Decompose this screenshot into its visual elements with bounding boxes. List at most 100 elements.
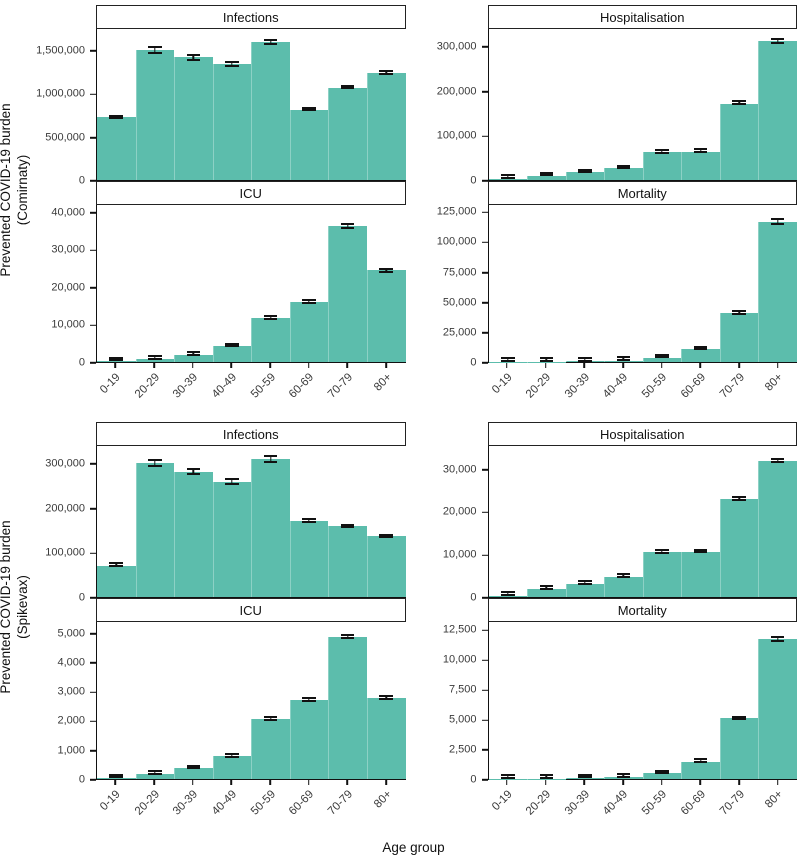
bar-60-69 bbox=[290, 110, 329, 180]
error-bar-60-69 bbox=[302, 299, 316, 304]
error-bar-40-49 bbox=[617, 356, 631, 361]
error-bar-70-79 bbox=[732, 716, 746, 721]
x-tick-mark bbox=[269, 780, 271, 785]
x-tick-label: 50-59 bbox=[641, 789, 670, 818]
bar-30-39 bbox=[566, 584, 605, 597]
facet-strip: Infections bbox=[96, 422, 406, 446]
error-bar-30-39 bbox=[578, 169, 592, 174]
error-bar-0-19 bbox=[109, 774, 123, 779]
y-tick-label: 10,000 bbox=[443, 550, 477, 561]
x-tick-label: 50-59 bbox=[249, 372, 278, 401]
bar-50-59 bbox=[643, 552, 682, 597]
x-tick-mark bbox=[622, 780, 624, 785]
y-axis-title-line1: Prevented COVID-19 burden bbox=[0, 520, 15, 693]
error-bar-30-39 bbox=[578, 774, 592, 779]
error-bar-50-59 bbox=[264, 315, 278, 320]
x-tick-label: 40-49 bbox=[602, 372, 631, 401]
x-tick-label: 70-79 bbox=[327, 372, 356, 401]
x-tick-label: 70-79 bbox=[718, 789, 747, 818]
y-tick-label: 50,000 bbox=[443, 297, 477, 308]
y-tick-label: 3,000 bbox=[57, 687, 85, 698]
x-tick-label: 80+ bbox=[764, 372, 786, 394]
x-axis-title-wrap: Age group bbox=[30, 839, 797, 855]
error-bar-0-19 bbox=[501, 357, 515, 362]
error-bar-60-69 bbox=[302, 697, 316, 702]
x-tick-label: 20-29 bbox=[525, 372, 554, 401]
error-bar-20-29 bbox=[540, 172, 554, 177]
x-tick-mark bbox=[269, 363, 271, 368]
bar-60-69 bbox=[681, 152, 720, 180]
error-bar-80+ bbox=[771, 636, 785, 642]
x-tick-mark bbox=[506, 363, 508, 368]
y-tick-label: 0 bbox=[470, 176, 476, 187]
y-tick-label: 0 bbox=[79, 176, 85, 187]
bar-70-79 bbox=[328, 88, 367, 180]
y-tick-label: 7,500 bbox=[449, 685, 477, 696]
error-bar-20-29 bbox=[148, 770, 162, 775]
error-bar-20-29 bbox=[540, 774, 554, 779]
error-bar-0-19 bbox=[109, 357, 123, 362]
y-tick-label: 0 bbox=[470, 593, 476, 604]
error-bar-60-69 bbox=[302, 107, 316, 112]
y-tick-label: 0 bbox=[79, 593, 85, 604]
facet-strip: ICU bbox=[96, 181, 406, 205]
error-bar-70-79 bbox=[341, 85, 355, 90]
facet-strip: Mortality bbox=[488, 181, 798, 205]
y-axis-title-area-comirnaty: Prevented COVID-19 burden (Comirnaty) bbox=[0, 5, 30, 415]
y-tick-label: 0 bbox=[79, 358, 85, 369]
error-bar-30-39 bbox=[187, 765, 201, 770]
bar-60-69 bbox=[290, 700, 329, 779]
y-tick-label: 100,000 bbox=[437, 131, 477, 142]
bar-80+ bbox=[758, 639, 797, 779]
x-tick-mark bbox=[661, 363, 663, 368]
x-tick-mark bbox=[738, 363, 740, 368]
x-tick-label: 50-59 bbox=[641, 372, 670, 401]
bar-30-39 bbox=[566, 172, 605, 180]
error-bar-80+ bbox=[379, 70, 393, 75]
x-tick-label: 80+ bbox=[764, 789, 786, 811]
error-bar-20-29 bbox=[148, 46, 162, 54]
y-tick-label: 1,000,000 bbox=[36, 89, 85, 100]
x-tick-mark bbox=[545, 780, 547, 785]
y-tick-label: 75,000 bbox=[443, 267, 477, 278]
error-bar-50-59 bbox=[655, 770, 669, 775]
x-axis-title-row: Age group bbox=[0, 839, 797, 855]
error-bar-0-19 bbox=[501, 174, 515, 179]
bar-40-49 bbox=[213, 64, 252, 180]
x-tick-label: 60-69 bbox=[679, 789, 708, 818]
x-tick-mark bbox=[308, 363, 310, 368]
error-bar-40-49 bbox=[225, 753, 239, 758]
x-tick-mark bbox=[192, 780, 194, 785]
spikevax-block: Prevented COVID-19 burden (Spikevax) Inf… bbox=[0, 422, 797, 832]
error-bar-0-19 bbox=[109, 562, 123, 567]
bar-80+ bbox=[367, 536, 406, 597]
plot-area bbox=[96, 205, 406, 363]
bar-50-59 bbox=[643, 152, 682, 180]
x-tick-label: 80+ bbox=[372, 372, 394, 394]
x-tick-mark bbox=[583, 363, 585, 368]
bar-50-59 bbox=[251, 719, 290, 779]
x-tick-mark bbox=[506, 780, 508, 785]
y-tick-label: 0 bbox=[470, 775, 476, 786]
bar-80+ bbox=[367, 270, 406, 362]
bar-20-29 bbox=[136, 50, 175, 180]
bar-60-69 bbox=[681, 552, 720, 597]
bar-80+ bbox=[758, 222, 797, 362]
y-tick-label: 1,500,000 bbox=[36, 45, 85, 56]
error-bar-50-59 bbox=[655, 354, 669, 359]
bar-50-59 bbox=[643, 358, 682, 362]
bar-80+ bbox=[367, 73, 406, 180]
plot-area bbox=[488, 29, 798, 181]
bar-70-79 bbox=[328, 226, 367, 362]
x-tick-mark bbox=[738, 780, 740, 785]
y-tick-label: 10,000 bbox=[443, 655, 477, 666]
error-bar-60-69 bbox=[694, 758, 708, 763]
y-tick-label: 40,000 bbox=[51, 207, 85, 218]
